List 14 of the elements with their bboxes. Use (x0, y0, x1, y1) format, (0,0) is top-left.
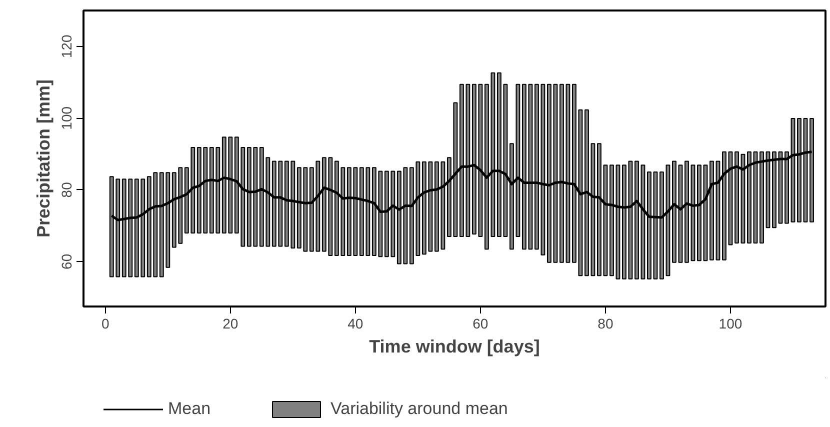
y-axis-title: Precipitation [mm] (34, 79, 54, 238)
x-tick-label: 20 (222, 316, 238, 332)
y-tick-label: 100 (58, 106, 74, 130)
legend-label: Variability around mean (330, 399, 508, 419)
x-axis-title: Time window [days] (369, 336, 540, 356)
y-tick-label: 60 (58, 254, 74, 270)
y-tick-label: 80 (58, 182, 74, 198)
x-tick-label: 80 (598, 316, 614, 332)
x-tick-label: 0 (101, 316, 110, 332)
x-tick-label: 40 (348, 316, 364, 332)
x-tick-label: 100 (718, 316, 742, 332)
x-tick-label: 60 (472, 316, 488, 332)
legend-label: Mean (168, 399, 211, 419)
y-tick-label: 120 (58, 34, 74, 58)
